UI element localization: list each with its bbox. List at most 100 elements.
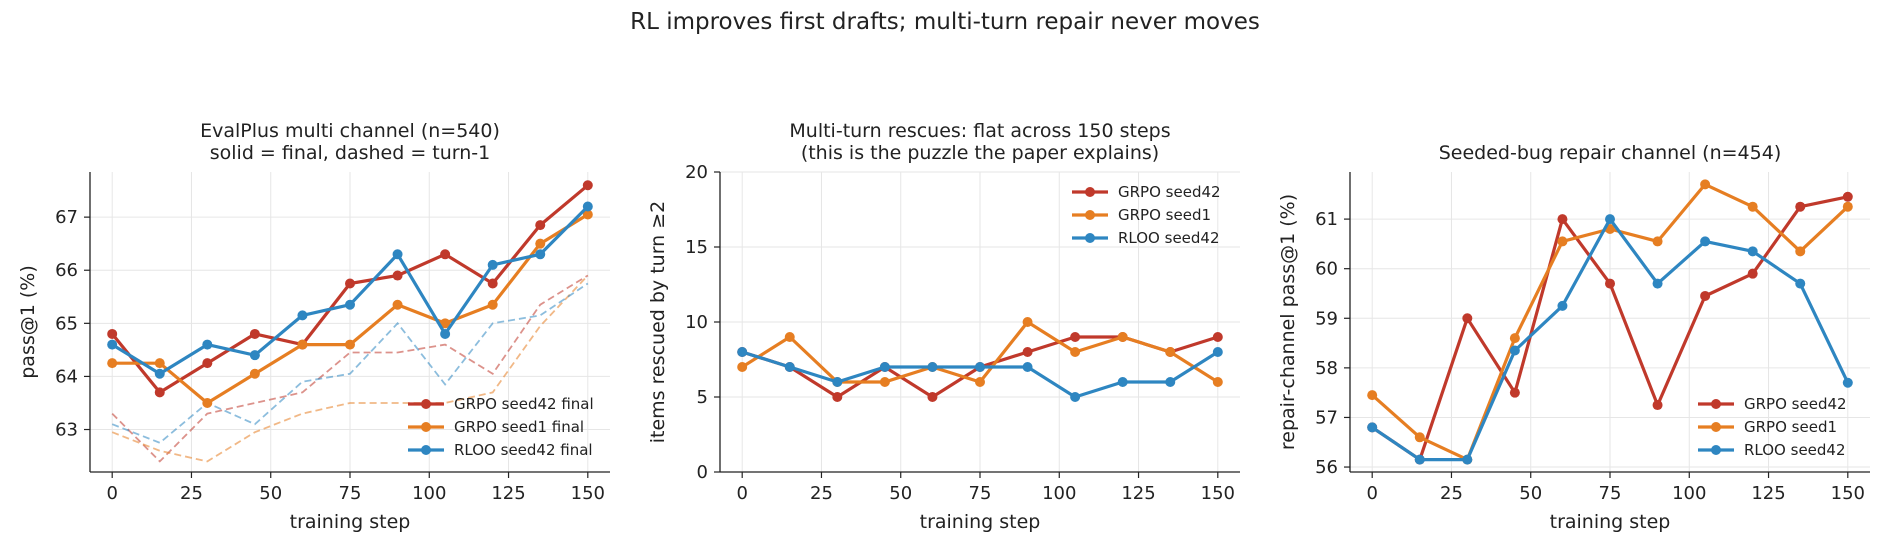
x-tick-label: 0 [1366, 483, 1377, 504]
data-point [1212, 377, 1223, 387]
y-tick-label: 64 [55, 366, 78, 387]
panel-title-line-2: (this is the puzzle the paper explains) [801, 142, 1159, 164]
series-line-turn1-series [111, 274, 589, 463]
x-tick-label: 100 [1042, 483, 1076, 504]
panel-title: Seeded-bug repair channel (n=454) [1439, 142, 1782, 164]
data-point [1700, 179, 1711, 190]
data-point [1795, 246, 1806, 257]
x-tick-label: 100 [412, 483, 446, 504]
chart-panel-3: 0 25 50 75 100 125 150 56 57 58 59 60 61 training ste… [1277, 142, 1870, 533]
data-point [927, 392, 938, 402]
data-point [975, 362, 985, 372]
data-point [1557, 214, 1568, 225]
data-point [107, 358, 118, 369]
data-point [487, 299, 498, 310]
data-point [487, 278, 498, 289]
data-point [1747, 268, 1758, 279]
data-point [392, 270, 403, 281]
data-point [107, 339, 118, 350]
legend-swatch-marker [1711, 399, 1721, 409]
data-point [1070, 347, 1081, 357]
y-tick-label: 67 [55, 207, 78, 228]
data-point [975, 377, 985, 387]
data-point [440, 249, 451, 260]
data-point [1022, 347, 1033, 357]
data-point [1022, 362, 1033, 372]
x-tick-label: 125 [1121, 483, 1155, 504]
data-point [582, 201, 593, 212]
legend-label: GRPO seed1 final [454, 418, 584, 436]
x-tick-label: 150 [1201, 483, 1235, 504]
y-axis-label: pass@1 (%) [17, 265, 39, 379]
data-point [1070, 332, 1081, 342]
x-tick-label: 25 [1440, 483, 1463, 504]
y-tick-label: 56 [1315, 457, 1338, 478]
data-point [202, 358, 213, 369]
panel-title-line-1: EvalPlus multi channel (n=540) [200, 120, 500, 142]
y-tick-label: 0 [697, 462, 708, 483]
legend-swatch-marker [1085, 233, 1095, 243]
legend-swatch-marker [421, 422, 431, 432]
series-line-turn1-series [111, 274, 589, 463]
x-tick-label: 50 [1519, 483, 1542, 504]
data-point [440, 328, 451, 339]
y-tick-label: 65 [55, 313, 78, 334]
x-tick-label: 100 [1672, 483, 1706, 504]
chart-panel-2: 0 25 50 75 100 125 150 0 5 10 15 20 training step ite… [647, 120, 1240, 533]
data-point [1842, 377, 1853, 388]
x-tick-label: 25 [810, 483, 833, 504]
data-point [1509, 387, 1520, 398]
y-tick-label: 63 [55, 420, 78, 441]
y-tick-label: 60 [1315, 259, 1338, 280]
data-point [1557, 236, 1568, 247]
data-point [1842, 201, 1853, 212]
x-tick-label: 75 [339, 483, 362, 504]
x-tick-label: 0 [106, 483, 117, 504]
data-point [535, 220, 546, 231]
data-point [832, 377, 843, 387]
x-axis-label: training step [290, 511, 411, 533]
data-point [154, 358, 165, 369]
x-tick-label: 150 [1831, 483, 1865, 504]
data-point [345, 299, 355, 310]
data-point [1022, 317, 1033, 327]
data-point [1070, 392, 1081, 402]
data-point [1367, 390, 1378, 401]
data-point [1557, 300, 1568, 311]
y-tick-label: 5 [697, 387, 708, 408]
legend-label: GRPO seed42 [1118, 183, 1221, 201]
data-point [107, 328, 118, 339]
data-point [879, 362, 890, 372]
data-point [1509, 345, 1520, 356]
data-point [784, 362, 795, 372]
data-point [879, 377, 890, 387]
data-point [832, 392, 843, 402]
x-axis-label: training step [1550, 511, 1671, 533]
data-point [1747, 246, 1758, 257]
legend-label: RLOO seed42 [1118, 229, 1220, 247]
data-point [535, 249, 546, 260]
data-point [1795, 278, 1806, 289]
data-point [154, 368, 165, 379]
data-point [1414, 432, 1425, 443]
data-point [297, 310, 308, 321]
chart-panel-1: 0 25 50 75 100 125 150 63 64 65 66 67 training step p… [17, 120, 610, 533]
x-tick-label: 150 [571, 483, 605, 504]
data-point [1605, 278, 1615, 289]
y-tick-label: 59 [1315, 308, 1338, 329]
figure-suptitle: RL improves first drafts; multi-turn rep… [630, 9, 1260, 35]
data-point [1652, 236, 1663, 247]
data-point [784, 332, 795, 342]
x-tick-label: 0 [736, 483, 747, 504]
data-point [1117, 332, 1128, 342]
legend-label: GRPO seed42 final [454, 395, 594, 413]
data-point [535, 238, 546, 249]
x-tick-label: 50 [889, 483, 912, 504]
data-point [1212, 347, 1223, 357]
legend-label: GRPO seed1 [1744, 418, 1837, 436]
x-tick-label: 125 [1751, 483, 1785, 504]
data-point [1462, 454, 1473, 465]
data-point [297, 339, 308, 350]
x-tick-label: 125 [491, 483, 525, 504]
